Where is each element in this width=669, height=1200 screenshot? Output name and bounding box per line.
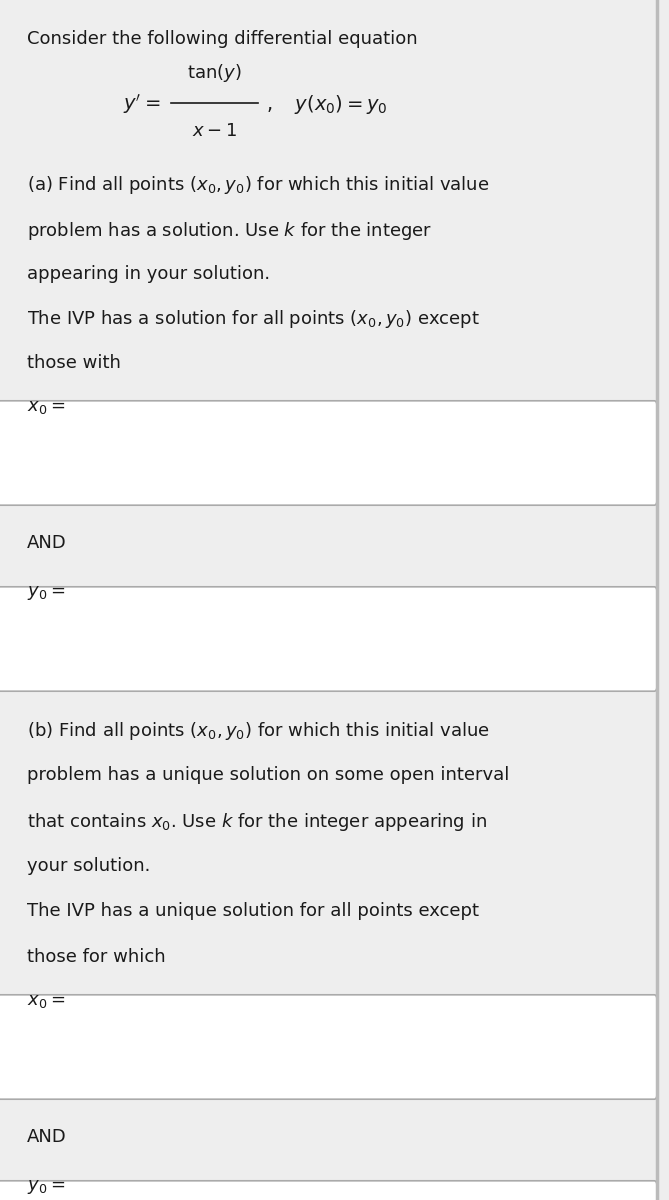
FancyBboxPatch shape xyxy=(0,1181,657,1200)
FancyBboxPatch shape xyxy=(0,995,657,1099)
Text: (b) Find all points $(x_0, y_0)$ for which this initial value: (b) Find all points $(x_0, y_0)$ for whi… xyxy=(27,720,490,742)
Text: The IVP has a solution for all points $(x_0, y_0)$ except: The IVP has a solution for all points $(… xyxy=(27,308,480,330)
Text: your solution.: your solution. xyxy=(27,857,150,875)
Text: problem has a unique solution on some open interval: problem has a unique solution on some op… xyxy=(27,766,509,784)
Text: (a) Find all points $(x_0, y_0)$ for which this initial value: (a) Find all points $(x_0, y_0)$ for whi… xyxy=(27,174,489,196)
Text: those with: those with xyxy=(27,354,120,372)
Text: The IVP has a unique solution for all points except: The IVP has a unique solution for all po… xyxy=(27,902,479,920)
FancyBboxPatch shape xyxy=(0,401,657,505)
Text: Consider the following differential equation: Consider the following differential equa… xyxy=(27,30,417,48)
Text: $,\quad y(x_0) = y_0$: $,\quad y(x_0) = y_0$ xyxy=(266,92,388,116)
Text: those for which: those for which xyxy=(27,948,165,966)
Text: that contains $x_0$. Use $k$ for the integer appearing in: that contains $x_0$. Use $k$ for the int… xyxy=(27,811,487,833)
Text: $x - 1$: $x - 1$ xyxy=(191,122,237,140)
Text: $x_0 =$: $x_0 =$ xyxy=(27,398,65,416)
Text: appearing in your solution.: appearing in your solution. xyxy=(27,265,270,283)
Text: $y' =$: $y' =$ xyxy=(123,92,161,116)
Text: AND: AND xyxy=(27,534,66,552)
Text: $\tan(y)$: $\tan(y)$ xyxy=(187,62,242,84)
Text: $y_0 =$: $y_0 =$ xyxy=(27,584,65,602)
Text: AND: AND xyxy=(27,1128,66,1146)
Text: $y_0 =$: $y_0 =$ xyxy=(27,1178,65,1196)
Text: problem has a solution. Use $k$ for the integer: problem has a solution. Use $k$ for the … xyxy=(27,220,432,241)
FancyBboxPatch shape xyxy=(0,587,657,691)
Text: $x_0 =$: $x_0 =$ xyxy=(27,992,65,1010)
